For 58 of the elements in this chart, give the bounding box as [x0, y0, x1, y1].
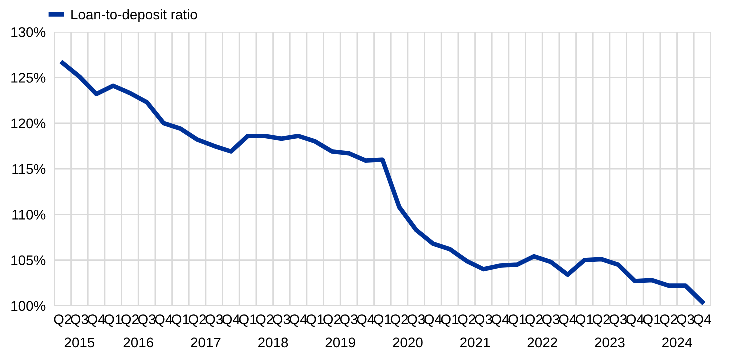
x-tick-label: Q2 [188, 314, 206, 327]
text: 2024 [662, 338, 692, 348]
x-tick-label: Q4 [694, 314, 712, 327]
y-tick-label: 125% [12, 73, 46, 83]
x-tick-label: Q3 [475, 314, 492, 327]
x-tick-label: Q3 [610, 314, 628, 327]
text: 2020 [393, 338, 423, 348]
text: 2022 [528, 338, 558, 348]
y-tick-label: 120% [12, 118, 46, 129]
x-tick-label: Q1 [576, 314, 594, 327]
x-tick-label: Q1 [104, 314, 122, 327]
x-tick-label: Q4 [222, 314, 240, 327]
x-tick-label: Q2 [122, 314, 139, 327]
x-tick-label: Q1 [306, 314, 324, 327]
y-tick-label: 130% [12, 27, 46, 38]
x-tick-label: Q3 [71, 314, 88, 327]
x-tick-label: Q2 [660, 314, 678, 327]
text: 2018 [258, 338, 288, 348]
x-tick-label: Q1 [374, 314, 392, 327]
text: 2021 [460, 338, 490, 348]
x-tick-label: Q1 [172, 314, 190, 327]
text: 2015 [64, 338, 95, 348]
x-tick-label: Q4 [559, 314, 577, 327]
x-tick-label: Q3 [677, 314, 694, 327]
x-tick-label: Q1 [441, 314, 459, 327]
x-tick-label: Q4 [290, 314, 308, 327]
y-tick-label: 110% [12, 210, 46, 220]
x-tick-label: Q3 [340, 314, 358, 327]
text: 2023 [595, 338, 625, 348]
x-tick-label: Q4 [357, 314, 375, 327]
line-series [60, 60, 705, 305]
x-tick-label: Q2 [54, 314, 72, 327]
x-tick-label: Q4 [492, 314, 510, 327]
x-tick-label: Q3 [273, 314, 290, 327]
x-tick-label: Q3 [206, 314, 224, 327]
legend-label: Loan-to-deposit ratio [72, 9, 198, 22]
x-tick-label: Q2 [324, 314, 341, 327]
x-tick-label: Q3 [408, 314, 426, 327]
x-tick-label: Q2 [458, 314, 476, 327]
x-tick-label: Q3 [138, 314, 156, 327]
x-tick-label: Q2 [256, 314, 274, 327]
text: 2019 [326, 338, 356, 348]
text: 2017 [191, 338, 221, 348]
x-tick-label: Q4 [424, 314, 442, 327]
x-tick-label: Q3 [542, 314, 560, 327]
y-tick-label: 100% [12, 301, 46, 312]
x-tick-label: Q4 [88, 314, 106, 327]
x-tick-label: Q2 [526, 314, 543, 327]
x-tick-label: Q1 [508, 314, 526, 327]
x-tick-label: Q4 [626, 314, 644, 327]
y-tick-label: 115% [12, 164, 46, 174]
x-tick-label: Q2 [592, 314, 610, 327]
text: 2016 [124, 338, 154, 348]
x-tick-label: Q1 [643, 314, 661, 327]
x-tick-label: Q1 [239, 314, 257, 327]
x-tick-label: Q2 [390, 314, 408, 327]
y-tick-label: 105% [12, 256, 46, 266]
x-tick-label: Q4 [155, 314, 173, 327]
